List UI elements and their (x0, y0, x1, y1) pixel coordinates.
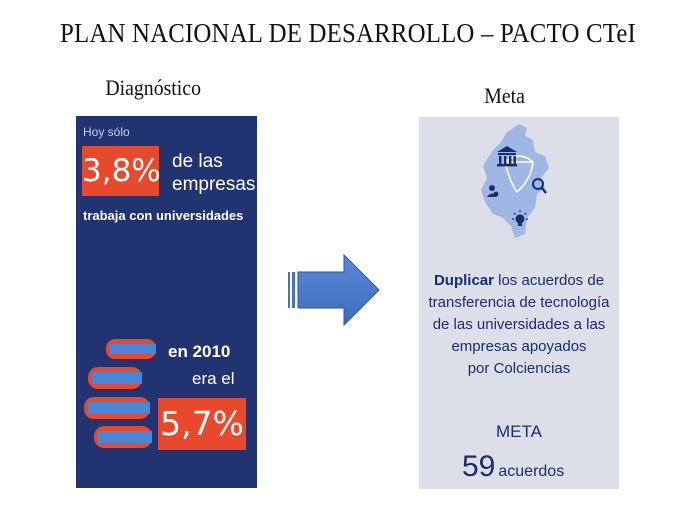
goal-bold-word: Duplicar (433, 272, 494, 289)
percent-now-suffix: de las empresas (172, 150, 255, 196)
books-icon (84, 339, 156, 448)
goal-line-5: por Colciencias (467, 360, 571, 377)
goal-line-2: transferencia de tecnología (428, 294, 610, 311)
meta-caption: META (496, 422, 542, 441)
diagnostico-label: Diagnóstico (105, 75, 202, 100)
colombia-map-icon (481, 124, 549, 238)
suffix-line-1: de las (172, 151, 223, 172)
goal-line-3: de las universidades a las (432, 316, 606, 333)
building-icon (497, 146, 517, 167)
diagnostico-panel: Hoy sólo 3,8% de las empresas trabaja co… (76, 116, 257, 488)
people-icon (487, 185, 499, 197)
goal-line-1: Duplicar los acuerdos de (419, 270, 619, 292)
meta-panel: Duplicar los acuerdos de transferencia d… (419, 117, 619, 489)
meta-number: 59 (462, 450, 496, 483)
lightbulb-icon (512, 210, 528, 226)
meta-unit: acuerdos (498, 463, 565, 480)
slide-title: PLAN NACIONAL DE DESARROLLO – PACTO CTeI (59, 18, 637, 48)
right-arrow-icon (288, 253, 380, 327)
year-text: en 2010 (168, 342, 231, 361)
statement-text: trabaja con universidades (83, 208, 244, 223)
was-text: era el (192, 369, 235, 388)
percent-2010-badge: 5,7% (158, 398, 246, 450)
percent-now-badge: 3,8% (82, 146, 161, 196)
goal-line-4: empresas apoyados (451, 338, 587, 355)
intro-text: Hoy sólo (83, 125, 130, 139)
meta-value: 59 acuerdos (462, 450, 564, 484)
goal-text: Duplicar los acuerdos de transferencia d… (419, 270, 619, 380)
suffix-line-2: empresas (172, 174, 256, 195)
meta-label: Meta (484, 83, 525, 108)
search-icon (532, 178, 547, 194)
goal-line-1-rest: los acuerdos de (493, 272, 605, 289)
